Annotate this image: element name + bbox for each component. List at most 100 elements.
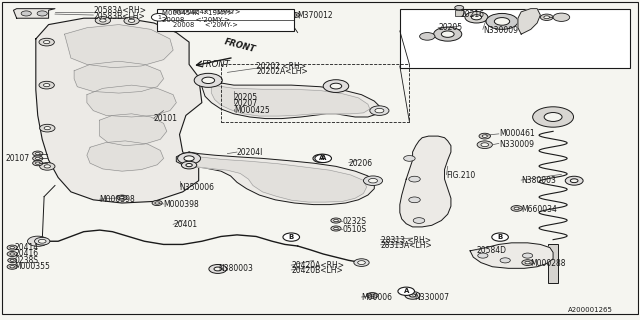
Text: 0238S: 0238S xyxy=(15,256,39,265)
Circle shape xyxy=(544,16,550,19)
Text: 0510S: 0510S xyxy=(342,225,367,234)
Circle shape xyxy=(540,14,553,20)
Text: 20202A<LH>: 20202A<LH> xyxy=(256,67,308,76)
Text: A: A xyxy=(404,288,409,294)
Circle shape xyxy=(10,259,14,261)
Circle shape xyxy=(442,31,454,37)
Circle shape xyxy=(28,236,48,246)
Circle shape xyxy=(479,133,490,139)
Circle shape xyxy=(10,266,15,268)
Text: 20583A<RH>: 20583A<RH> xyxy=(93,6,147,15)
Circle shape xyxy=(152,13,167,21)
Circle shape xyxy=(177,153,200,164)
Circle shape xyxy=(186,164,192,167)
Circle shape xyxy=(494,18,509,25)
Circle shape xyxy=(214,267,221,271)
Text: A200001265: A200001265 xyxy=(568,307,612,313)
Text: 20216: 20216 xyxy=(461,10,484,19)
Circle shape xyxy=(100,19,106,22)
Polygon shape xyxy=(211,85,370,116)
Polygon shape xyxy=(198,77,381,119)
Polygon shape xyxy=(65,25,173,68)
Text: 20414: 20414 xyxy=(15,243,39,252)
Circle shape xyxy=(33,151,43,156)
Circle shape xyxy=(532,107,573,127)
Circle shape xyxy=(181,161,196,169)
Bar xyxy=(157,9,294,31)
Circle shape xyxy=(202,77,214,84)
Text: 20008     <'20MY->: 20008 <'20MY-> xyxy=(173,22,238,28)
Circle shape xyxy=(420,33,435,40)
Circle shape xyxy=(39,81,54,89)
Text: FIG.210: FIG.210 xyxy=(447,171,476,180)
Text: 20401: 20401 xyxy=(173,220,197,229)
Polygon shape xyxy=(400,136,451,227)
Circle shape xyxy=(120,196,124,199)
Polygon shape xyxy=(36,18,202,203)
Circle shape xyxy=(7,252,17,257)
Text: M370012: M370012 xyxy=(298,11,333,20)
Text: 0232S: 0232S xyxy=(342,217,366,226)
Circle shape xyxy=(364,176,383,186)
Circle shape xyxy=(330,83,342,89)
Circle shape xyxy=(492,233,508,241)
Circle shape xyxy=(409,197,420,203)
Circle shape xyxy=(331,226,341,231)
Circle shape xyxy=(522,253,532,258)
Circle shape xyxy=(315,154,332,163)
Bar xyxy=(400,9,630,68)
Circle shape xyxy=(21,11,31,16)
Circle shape xyxy=(434,27,462,41)
Text: 20420A<RH>: 20420A<RH> xyxy=(291,261,344,270)
Polygon shape xyxy=(518,9,540,34)
Text: 20584D: 20584D xyxy=(476,246,506,255)
Circle shape xyxy=(482,135,487,137)
Circle shape xyxy=(44,126,51,130)
Polygon shape xyxy=(13,9,55,18)
Circle shape xyxy=(117,195,127,200)
Text: 20205: 20205 xyxy=(438,23,462,32)
Text: M000454K  -'19MY>: M000454K -'19MY> xyxy=(162,10,233,16)
Circle shape xyxy=(375,108,384,113)
Text: M000454K  -'19MY>: M000454K -'19MY> xyxy=(173,9,241,15)
Text: N330009: N330009 xyxy=(499,140,534,148)
Text: M00006: M00006 xyxy=(362,293,392,302)
Circle shape xyxy=(184,156,194,161)
Circle shape xyxy=(409,176,420,182)
Circle shape xyxy=(44,84,50,87)
Circle shape xyxy=(39,38,54,46)
Circle shape xyxy=(333,220,339,222)
Text: B: B xyxy=(497,234,502,240)
Text: M000288: M000288 xyxy=(531,259,566,268)
Circle shape xyxy=(7,245,17,250)
Text: 20583B<LH>: 20583B<LH> xyxy=(93,12,145,21)
Circle shape xyxy=(500,258,510,263)
Text: N330007: N330007 xyxy=(415,293,449,302)
Circle shape xyxy=(124,17,140,25)
Circle shape xyxy=(95,17,111,24)
Polygon shape xyxy=(87,85,176,117)
Text: M000461: M000461 xyxy=(499,129,534,138)
Circle shape xyxy=(155,202,159,204)
Circle shape xyxy=(544,113,562,122)
Text: A: A xyxy=(321,156,326,161)
Text: N330009: N330009 xyxy=(483,27,518,36)
Text: 1: 1 xyxy=(157,15,161,20)
Circle shape xyxy=(44,41,50,44)
Circle shape xyxy=(525,261,530,264)
Text: M000398: M000398 xyxy=(100,195,136,204)
Polygon shape xyxy=(87,141,164,171)
Bar xyxy=(548,244,558,283)
Circle shape xyxy=(367,292,378,298)
Circle shape xyxy=(471,15,481,20)
Circle shape xyxy=(522,260,533,266)
Circle shape xyxy=(477,253,488,258)
Circle shape xyxy=(209,265,227,273)
Text: 20205: 20205 xyxy=(234,93,258,102)
Circle shape xyxy=(33,156,43,161)
Circle shape xyxy=(331,218,341,223)
Circle shape xyxy=(354,259,369,267)
Circle shape xyxy=(283,233,300,241)
Circle shape xyxy=(369,179,378,183)
Circle shape xyxy=(129,19,135,22)
